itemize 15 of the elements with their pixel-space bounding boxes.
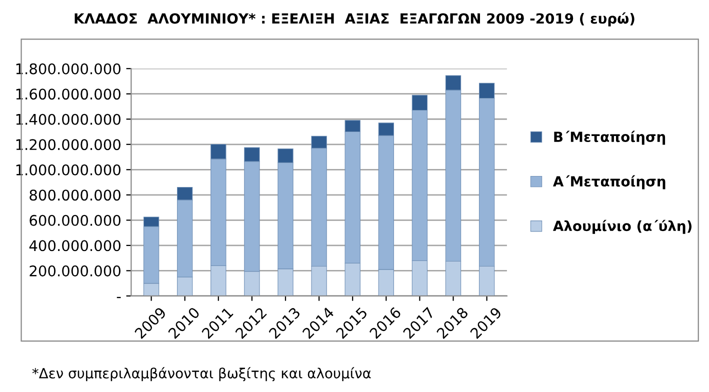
y-tick-label: 400.000.000: [29, 240, 120, 252]
y-tick-label: 1.000.000.000: [16, 164, 120, 176]
text: *Δεν συμπεριλαμβάνονται βωξίτης και αλουμίνα: [32, 367, 371, 382]
y-tick-label: 1.200.000.000: [16, 139, 120, 150]
chart-title: ΚΛΑΔΟΣ ΑΛΟΥΜΙΝΙΟΥ* : ΕΞΕΛΙΞΗ ΑΞΙΑΣ ΕΞΑΓΩΓΩΝ 2009 -2019 ( ευρώ): [74, 12, 634, 26]
legend-label: Β΄Μεταποίηση: [554, 130, 666, 145]
y-tick-label: 1.600.000.000: [16, 88, 120, 100]
y-tick-label: 800.000.000: [30, 190, 120, 201]
y-tick-label: -: [116, 296, 121, 298]
y-tick-label: 1.800.000.000: [16, 63, 120, 74]
legend-label: Α΄Μεταποίηση: [553, 175, 666, 190]
legend-label: Αλουμίνιο (α΄ύλη): [553, 220, 692, 234]
y-tick-label: 600.000.000: [30, 214, 120, 226]
y-tick-label: 1.400.000.000: [16, 114, 120, 125]
y-tick-label: 200.000.000: [30, 265, 120, 276]
